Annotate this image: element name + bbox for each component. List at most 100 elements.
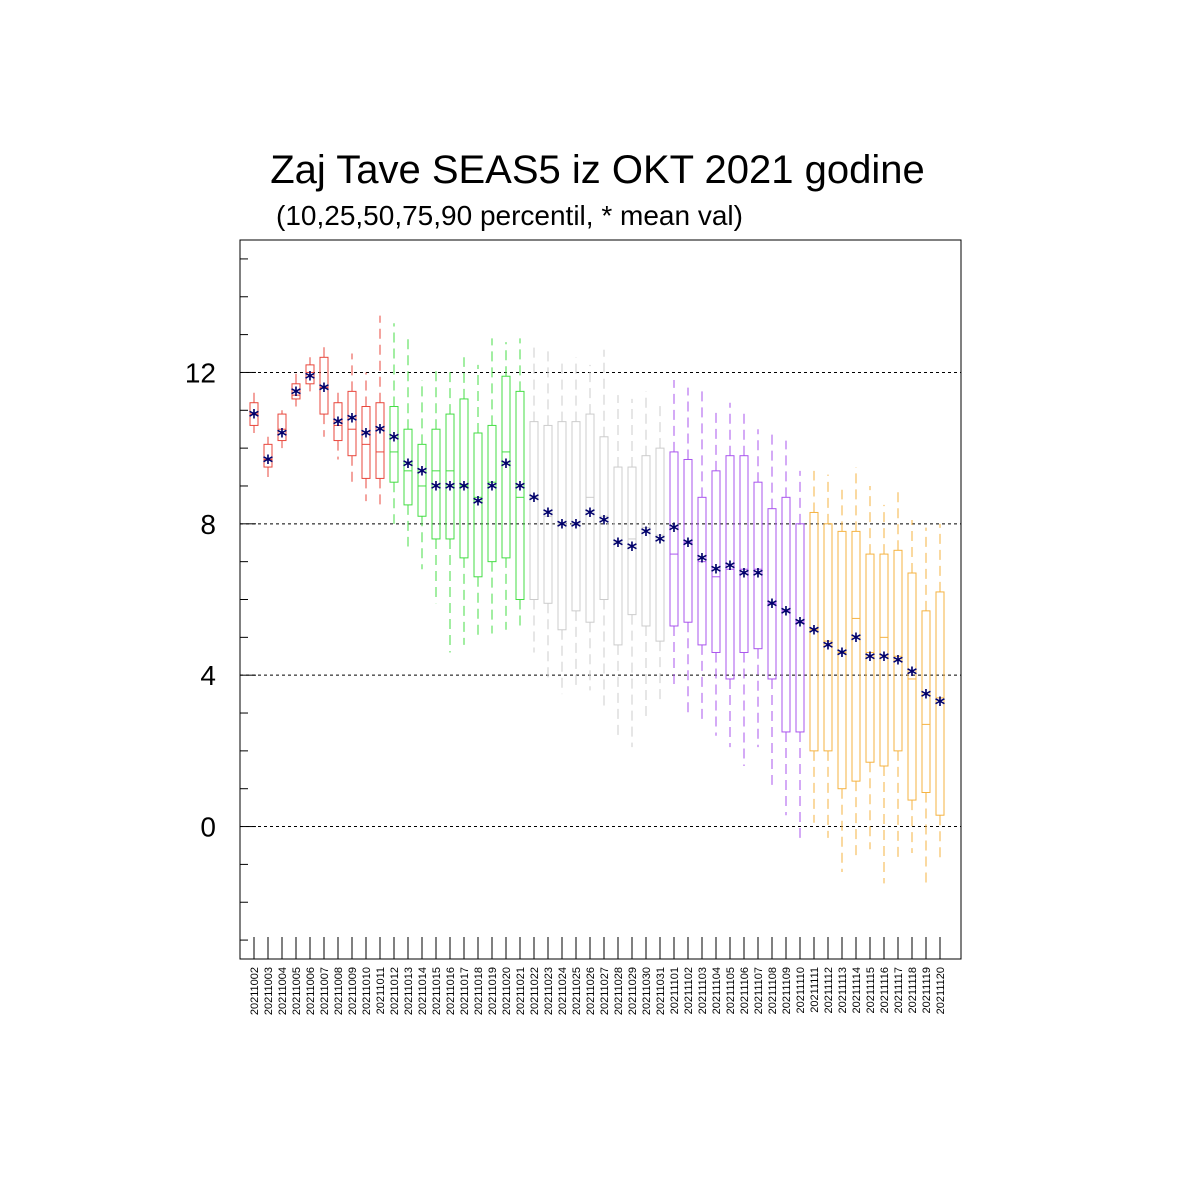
x-tick-label: 20211004 xyxy=(277,967,289,1015)
mean-marker: * xyxy=(781,602,792,626)
box-20211021 xyxy=(515,338,525,626)
box-iqr xyxy=(795,523,805,733)
mean-marker: * xyxy=(585,503,596,527)
x-tick-label: 20211002 xyxy=(249,967,261,1015)
box-20211105 xyxy=(725,402,735,748)
mean-marker: * xyxy=(725,556,736,580)
x-tick-label: 20211115 xyxy=(865,967,877,1014)
box-20211112 xyxy=(823,474,833,838)
mean-marker: * xyxy=(305,367,316,391)
x-tick-label: 20211016 xyxy=(445,967,457,1015)
mean-marker: * xyxy=(907,662,918,686)
box-iqr xyxy=(641,455,651,627)
box-20211116 xyxy=(879,504,889,884)
box-20211022 xyxy=(529,345,539,653)
box-iqr xyxy=(515,390,525,600)
x-tick-label: 20211114 xyxy=(851,967,863,1014)
mean-marker: * xyxy=(557,515,568,539)
mean-marker: * xyxy=(697,549,708,573)
box-20211025 xyxy=(571,357,581,691)
mean-marker: * xyxy=(543,503,554,527)
box-iqr xyxy=(753,481,763,650)
x-tick-label: 20211005 xyxy=(291,967,303,1015)
mean-marker: * xyxy=(823,636,834,660)
box-20211031 xyxy=(655,402,665,702)
mean-marker: * xyxy=(879,647,890,671)
x-tick-label: 20211011 xyxy=(375,967,387,1014)
box-iqr xyxy=(711,470,721,653)
x-tick-label: 20211024 xyxy=(557,967,569,1015)
x-tick-label: 20211020 xyxy=(501,967,513,1015)
box-20211009 xyxy=(347,353,357,483)
mean-marker: * xyxy=(795,613,806,637)
x-tick-label: 20211102 xyxy=(683,967,695,1014)
box-iqr xyxy=(599,436,609,601)
mean-marker: * xyxy=(487,477,498,501)
box-20211004 xyxy=(277,410,287,449)
box-20211107 xyxy=(753,429,763,748)
y-tick-label: 12 xyxy=(185,357,216,388)
x-tick-label: 20211008 xyxy=(333,967,345,1015)
mean-marker: * xyxy=(613,534,624,558)
mean-marker: * xyxy=(641,522,652,546)
mean-marker: * xyxy=(249,405,260,429)
box-iqr xyxy=(389,406,399,483)
x-tick-label: 20211119 xyxy=(921,967,933,1014)
box-20211111 xyxy=(809,470,819,823)
box-iqr xyxy=(473,432,483,578)
box-20211030 xyxy=(641,391,651,717)
x-tick-label: 20211120 xyxy=(935,967,947,1014)
box-20211104 xyxy=(711,410,721,736)
box-iqr xyxy=(571,421,581,612)
mean-marker: * xyxy=(347,409,358,433)
box-iqr xyxy=(739,455,749,653)
box-20211016 xyxy=(445,368,455,653)
box-iqr xyxy=(809,511,819,752)
x-tick-label: 20211025 xyxy=(571,967,583,1015)
mean-marker: * xyxy=(599,511,610,535)
x-tick-label: 20211116 xyxy=(879,967,891,1014)
mean-marker: * xyxy=(655,530,666,554)
x-tick-label: 20211118 xyxy=(907,967,919,1014)
x-tick-label: 20211013 xyxy=(403,967,415,1015)
box-iqr xyxy=(403,428,413,506)
box-iqr xyxy=(851,530,861,782)
mean-marker: * xyxy=(375,420,386,444)
box-20211109 xyxy=(781,440,791,816)
box-20211018 xyxy=(473,364,483,638)
mean-marker: * xyxy=(319,379,330,403)
mean-marker: * xyxy=(445,477,456,501)
box-iqr xyxy=(487,424,497,563)
mean-marker: * xyxy=(739,564,750,588)
x-tick-label: 20211009 xyxy=(347,967,359,1015)
box-iqr xyxy=(767,508,777,680)
mean-marker: * xyxy=(403,454,414,478)
box-iqr xyxy=(697,496,707,646)
mean-markers: ***** ** ** * ** ** * ***** ** * * * ** ** * *** * * * ** * *… xyxy=(249,367,946,716)
y-tick-label: 8 xyxy=(200,509,216,540)
mean-marker: * xyxy=(837,643,848,667)
box-iqr xyxy=(347,390,357,457)
mean-marker: * xyxy=(767,594,778,618)
box-20211027 xyxy=(599,349,609,710)
box-iqr xyxy=(669,451,679,627)
box-iqr xyxy=(627,466,637,616)
box-iqr xyxy=(319,356,329,415)
box-iqr xyxy=(501,375,511,559)
box-20211007 xyxy=(319,345,329,437)
x-tick-label: 20211022 xyxy=(529,967,541,1015)
box-iqr xyxy=(585,413,595,623)
y-tick-label: 0 xyxy=(200,812,216,843)
box-20211103 xyxy=(697,391,707,721)
box-iqr xyxy=(529,421,539,601)
x-tick-label: 20211026 xyxy=(585,967,597,1015)
box-20211120 xyxy=(935,523,945,861)
box-20211008 xyxy=(333,387,343,460)
mean-marker: * xyxy=(431,477,442,501)
x-tick-label: 20211021 xyxy=(515,967,527,1015)
box-iqr xyxy=(781,496,791,733)
x-tick-label: 20211112 xyxy=(823,967,835,1014)
mean-marker: * xyxy=(809,621,820,645)
box-20211029 xyxy=(627,398,637,748)
